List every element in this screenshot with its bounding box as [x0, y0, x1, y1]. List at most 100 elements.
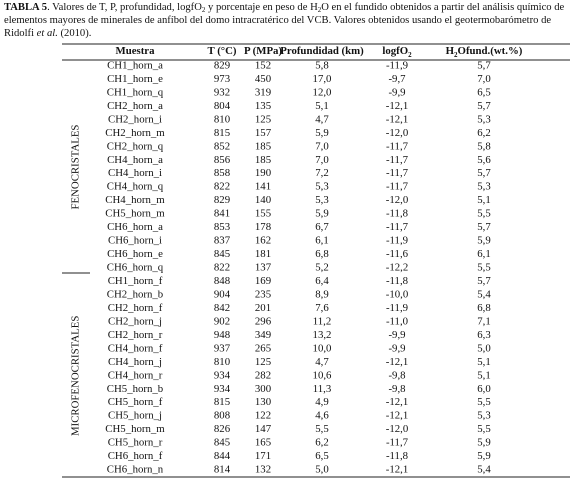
value-cell: 5,1 — [477, 356, 491, 368]
value-cell: 6,5 — [315, 450, 329, 462]
sample-cell: CH1_horn_f — [108, 275, 163, 287]
sample-cell: CH5_horn_m — [105, 423, 165, 435]
value-cell: -11,7 — [386, 437, 409, 449]
caption-text: . Valores de T, P, profundidad, logfO — [47, 2, 202, 13]
sample-cell: CH2_horn_j — [108, 315, 162, 327]
value-cell: 155 — [255, 208, 271, 220]
value-cell: 6,1 — [315, 235, 329, 247]
sample-cell: CH5_horn_b — [107, 383, 163, 395]
value-cell: 848 — [214, 275, 230, 287]
value-cell: 7,0 — [477, 73, 491, 85]
caption-text: O en el fundido obtenidos a partir del a… — [4, 2, 565, 39]
sample-cell: CH2_horn_a — [107, 100, 163, 112]
value-cell: 11,2 — [313, 315, 332, 327]
value-cell: 932 — [214, 86, 230, 98]
value-cell: 5,7 — [477, 59, 491, 71]
value-cell: 13,2 — [313, 329, 332, 341]
header-text: H — [446, 45, 455, 57]
value-cell: 7,1 — [477, 315, 491, 327]
value-cell: 853 — [214, 221, 230, 233]
value-cell: -11,8 — [386, 275, 408, 287]
value-cell: 4,9 — [315, 396, 329, 408]
column-header: H2Ofund.(wt.%) — [446, 45, 523, 58]
value-cell: 804 — [214, 100, 231, 112]
sample-cell: CH4_horn_q — [107, 181, 164, 193]
value-cell: 5,9 — [477, 450, 491, 462]
value-cell: 5,7 — [477, 167, 491, 179]
value-cell: 822 — [214, 181, 230, 193]
value-cell: 934 — [214, 369, 231, 381]
value-cell: 162 — [255, 235, 271, 247]
value-cell: 5,7 — [477, 275, 491, 287]
value-cell: 5,2 — [315, 262, 329, 274]
sample-cell: CH2_horn_r — [108, 329, 163, 341]
sample-cell: CH1_horn_q — [107, 86, 164, 98]
column-header: Profundidad (km) — [280, 45, 364, 57]
header-text: Ofund.(wt.%) — [458, 45, 523, 57]
sample-cell: CH6_horn_i — [108, 235, 162, 247]
value-cell: 845 — [214, 248, 230, 260]
value-cell: 7,0 — [315, 140, 329, 152]
value-cell: -12,0 — [386, 127, 409, 139]
value-cell: 815 — [214, 396, 230, 408]
value-cell: 185 — [255, 140, 271, 152]
value-cell: 6,2 — [477, 127, 491, 139]
value-cell: 5,5 — [477, 262, 491, 274]
value-cell: 810 — [214, 113, 230, 125]
value-cell: -9,7 — [388, 73, 406, 85]
value-cell: 858 — [214, 167, 230, 179]
value-cell: -11,6 — [386, 248, 409, 260]
value-cell: 829 — [214, 59, 230, 71]
caption-label: TABLA 5 — [4, 2, 48, 13]
value-cell: 937 — [214, 342, 231, 354]
value-cell: -11,8 — [386, 208, 408, 220]
value-cell: 5,3 — [477, 181, 491, 193]
value-cell: 808 — [214, 410, 230, 422]
value-cell: 132 — [255, 464, 271, 476]
sample-cell: CH4_horn_r — [108, 369, 163, 381]
value-cell: 5,7 — [477, 100, 491, 112]
value-cell: 826 — [214, 423, 231, 435]
value-cell: 6,2 — [315, 437, 329, 449]
sample-cell: CH5_horn_m — [105, 208, 165, 220]
value-cell: 5,3 — [315, 194, 329, 206]
value-cell: 4,6 — [315, 410, 329, 422]
value-cell: 147 — [255, 423, 272, 435]
value-cell: -11,7 — [386, 140, 409, 152]
value-cell: 4,7 — [315, 113, 329, 125]
value-cell: -12,0 — [386, 194, 409, 206]
value-cell: -10,0 — [386, 288, 409, 300]
value-cell: 265 — [255, 342, 271, 354]
caption: TABLA 5. Valores de T, P, profundidad, l… — [4, 1, 578, 40]
sample-cell: CH6_horn_a — [107, 221, 163, 233]
value-cell: -12,0 — [386, 423, 409, 435]
value-cell: 282 — [255, 369, 271, 381]
value-cell: 5,3 — [477, 410, 491, 422]
sample-cell: CH4_horn_i — [108, 167, 162, 179]
sample-cell: CH6_horn_q — [107, 262, 164, 274]
sample-cell: CH1_horn_a — [107, 59, 163, 71]
sample-cell: CH4_horn_m — [105, 194, 165, 206]
value-cell: 5,1 — [315, 100, 329, 112]
value-cell: 300 — [255, 383, 271, 395]
value-cell: 7,2 — [315, 167, 329, 179]
value-cell: -12,1 — [386, 356, 409, 368]
header-text: Profundidad (km) — [280, 45, 364, 57]
value-cell: 190 — [255, 167, 271, 179]
value-cell: 5,5 — [477, 423, 491, 435]
value-cell: 4,7 — [315, 356, 329, 368]
value-cell: 8,9 — [315, 288, 329, 300]
value-cell: 852 — [214, 140, 230, 152]
value-cell: 140 — [255, 194, 271, 206]
value-cell: 5,7 — [477, 221, 491, 233]
value-cell: 17,0 — [313, 73, 332, 85]
value-cell: -11,8 — [386, 450, 408, 462]
value-cell: 842 — [214, 302, 230, 314]
value-cell: 165 — [255, 437, 271, 449]
header-subscript: 2 — [454, 51, 458, 59]
value-cell: 5,4 — [477, 464, 491, 476]
value-cell: 6,1 — [477, 248, 491, 260]
header-text: Muestra — [116, 45, 156, 57]
value-cell: 235 — [255, 288, 271, 300]
